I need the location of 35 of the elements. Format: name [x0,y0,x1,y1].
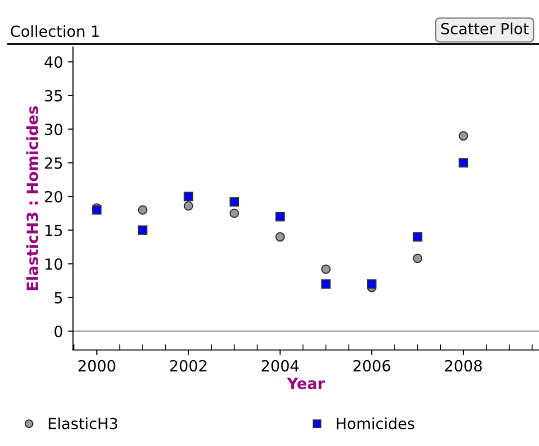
y-tick-label: 35 [45,90,62,102]
y-tick-label: 10 [46,258,62,270]
x-tick-label: 2000 [78,360,116,372]
y-tick-label: 5 [54,292,62,304]
point [184,192,194,202]
x-tick-label: 2006 [353,360,390,372]
x-axis-title: Year [286,378,325,390]
point [138,225,148,235]
legend-label: ElasticH3 [48,417,118,430]
legend-label: Homicides [336,417,414,430]
point [275,212,285,222]
y-axis-title: ElasticH3 : Homicides [26,106,38,290]
point [230,197,240,207]
y-tick-label: 15 [46,224,62,236]
x-tick-label: 2002 [170,360,206,372]
point [458,158,468,168]
y-tick-label: 0 [54,326,62,338]
point [367,279,376,289]
point [412,232,422,242]
text: Scatter Plot [441,22,529,34]
point [321,264,331,274]
point [458,131,468,141]
chart-title: Collection 1 [10,25,99,38]
y-tick-label: 30 [45,124,62,136]
y-tick-label: 20 [44,190,62,202]
x-tick-label: 2008 [445,360,482,372]
x-tick-label: 2004 [262,360,299,372]
point [275,232,285,242]
point [230,208,240,218]
point [321,279,331,289]
point [412,254,422,264]
y-tick-label: 25 [44,157,62,169]
point [184,201,194,211]
y-tick-label: 40 [44,56,62,68]
point [138,205,148,215]
